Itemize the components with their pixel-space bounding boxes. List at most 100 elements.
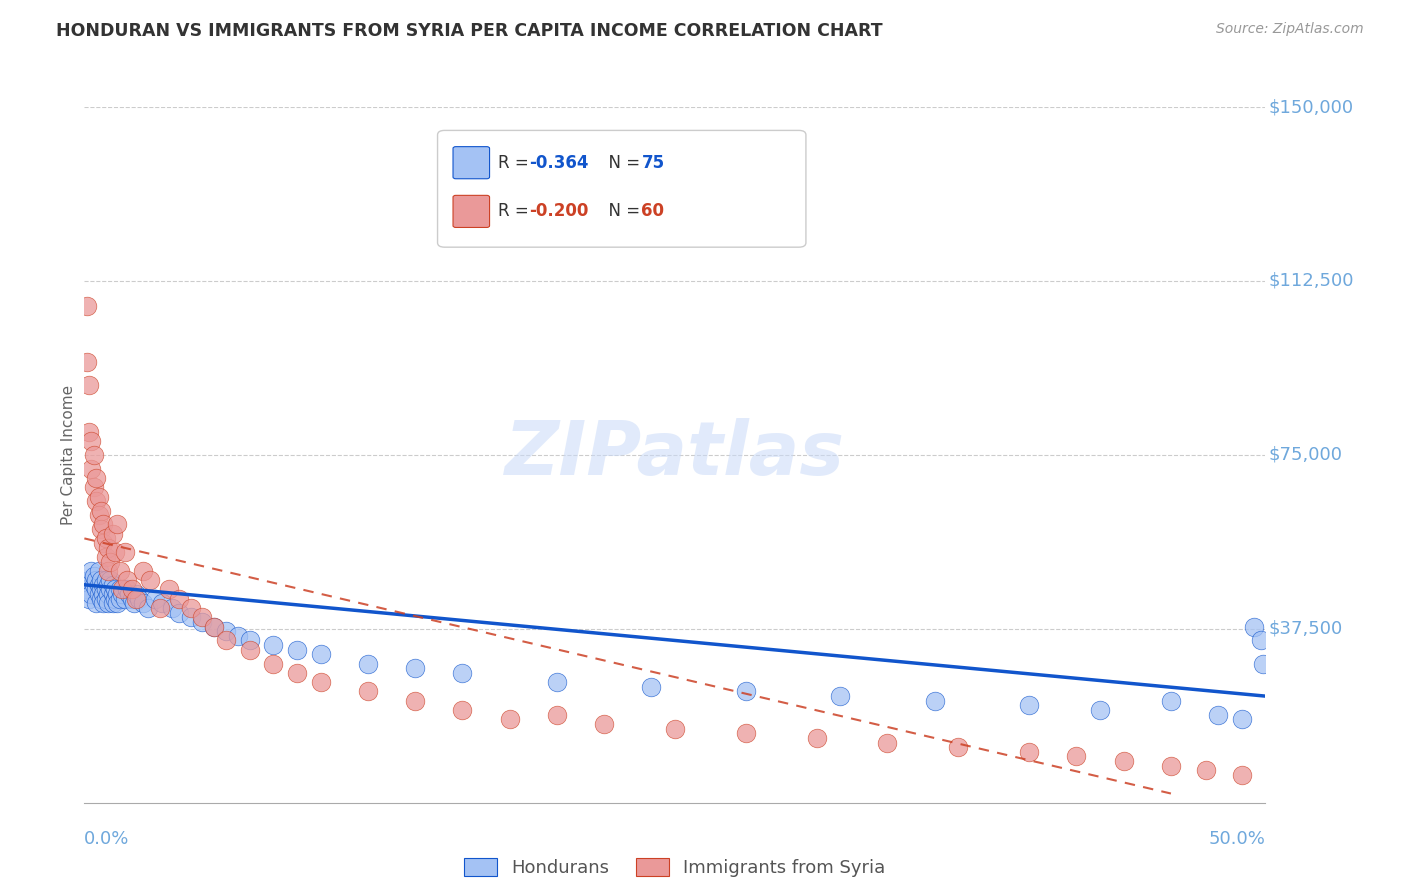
Text: R =: R =	[498, 153, 534, 171]
Point	[451, 703, 474, 717]
Point	[90, 522, 112, 536]
Point	[640, 680, 662, 694]
Point	[111, 582, 134, 597]
Text: R =: R =	[498, 202, 534, 220]
Point	[91, 596, 114, 610]
Y-axis label: Per Capita Income: Per Capita Income	[60, 384, 76, 525]
Point	[76, 582, 98, 597]
Point	[1250, 633, 1272, 648]
Point	[876, 735, 898, 749]
Point	[115, 582, 138, 597]
Point	[404, 661, 426, 675]
Point	[91, 587, 114, 601]
Point	[226, 629, 249, 643]
Point	[191, 615, 214, 629]
Point	[285, 665, 308, 680]
Text: 50.0%: 50.0%	[1209, 830, 1265, 847]
Point	[104, 582, 127, 597]
Point	[1018, 745, 1040, 759]
Point	[132, 596, 155, 610]
Point	[125, 587, 148, 601]
Point	[734, 684, 756, 698]
Point	[191, 610, 214, 624]
Point	[84, 494, 107, 508]
Point	[76, 355, 98, 369]
Point	[180, 601, 202, 615]
Point	[806, 731, 828, 745]
Text: $75,000: $75,000	[1268, 446, 1343, 464]
Point	[664, 722, 686, 736]
Point	[101, 596, 124, 610]
Point	[118, 587, 141, 601]
Point	[149, 601, 172, 615]
Point	[215, 633, 238, 648]
Text: $150,000: $150,000	[1268, 98, 1354, 116]
Point	[77, 425, 100, 439]
Point	[80, 462, 103, 476]
Point	[114, 591, 136, 606]
Point	[125, 591, 148, 606]
Point	[1160, 758, 1182, 772]
Point	[80, 434, 103, 448]
Point	[1018, 698, 1040, 713]
Point	[77, 573, 100, 587]
Point	[121, 591, 143, 606]
Point	[91, 578, 114, 592]
Point	[104, 591, 127, 606]
Text: 60: 60	[641, 202, 665, 220]
Point	[94, 582, 117, 597]
Point	[115, 573, 138, 587]
Point	[285, 642, 308, 657]
Point	[101, 526, 124, 541]
Point	[90, 503, 112, 517]
Point	[1112, 754, 1135, 768]
Point	[97, 564, 120, 578]
Point	[97, 541, 120, 555]
Point	[98, 555, 121, 569]
Text: $112,500: $112,500	[1268, 272, 1354, 290]
Point	[309, 675, 332, 690]
Point	[404, 694, 426, 708]
Point	[80, 564, 103, 578]
Point	[202, 619, 225, 633]
Point	[451, 665, 474, 680]
Point	[90, 591, 112, 606]
Point	[107, 587, 129, 601]
Point	[546, 675, 568, 690]
Point	[546, 707, 568, 722]
Point	[101, 578, 124, 592]
Point	[1066, 749, 1088, 764]
Point	[90, 573, 112, 587]
Point	[924, 694, 946, 708]
Point	[83, 568, 105, 582]
Text: HONDURAN VS IMMIGRANTS FROM SYRIA PER CAPITA INCOME CORRELATION CHART: HONDURAN VS IMMIGRANTS FROM SYRIA PER CA…	[56, 22, 883, 40]
Point	[1088, 703, 1111, 717]
Text: ZIPatlas: ZIPatlas	[505, 418, 845, 491]
Point	[132, 564, 155, 578]
Point	[215, 624, 238, 639]
Point	[1251, 657, 1274, 671]
Point	[83, 480, 105, 494]
Point	[91, 536, 114, 550]
Point	[94, 532, 117, 546]
Text: 0.0%: 0.0%	[84, 830, 129, 847]
Point	[94, 573, 117, 587]
Point	[180, 610, 202, 624]
Point	[84, 596, 107, 610]
Point	[87, 564, 110, 578]
Point	[121, 582, 143, 597]
Point	[87, 578, 110, 592]
Point	[87, 587, 110, 601]
Point	[97, 596, 120, 610]
Point	[91, 517, 114, 532]
Point	[107, 596, 129, 610]
Text: 75: 75	[641, 153, 665, 171]
Point	[139, 573, 162, 587]
Point	[128, 591, 150, 606]
Text: -0.200: -0.200	[529, 202, 588, 220]
Point	[1230, 712, 1253, 726]
Text: Source: ZipAtlas.com: Source: ZipAtlas.com	[1216, 22, 1364, 37]
Point	[167, 606, 190, 620]
Point	[1243, 619, 1265, 633]
Point	[150, 596, 173, 610]
